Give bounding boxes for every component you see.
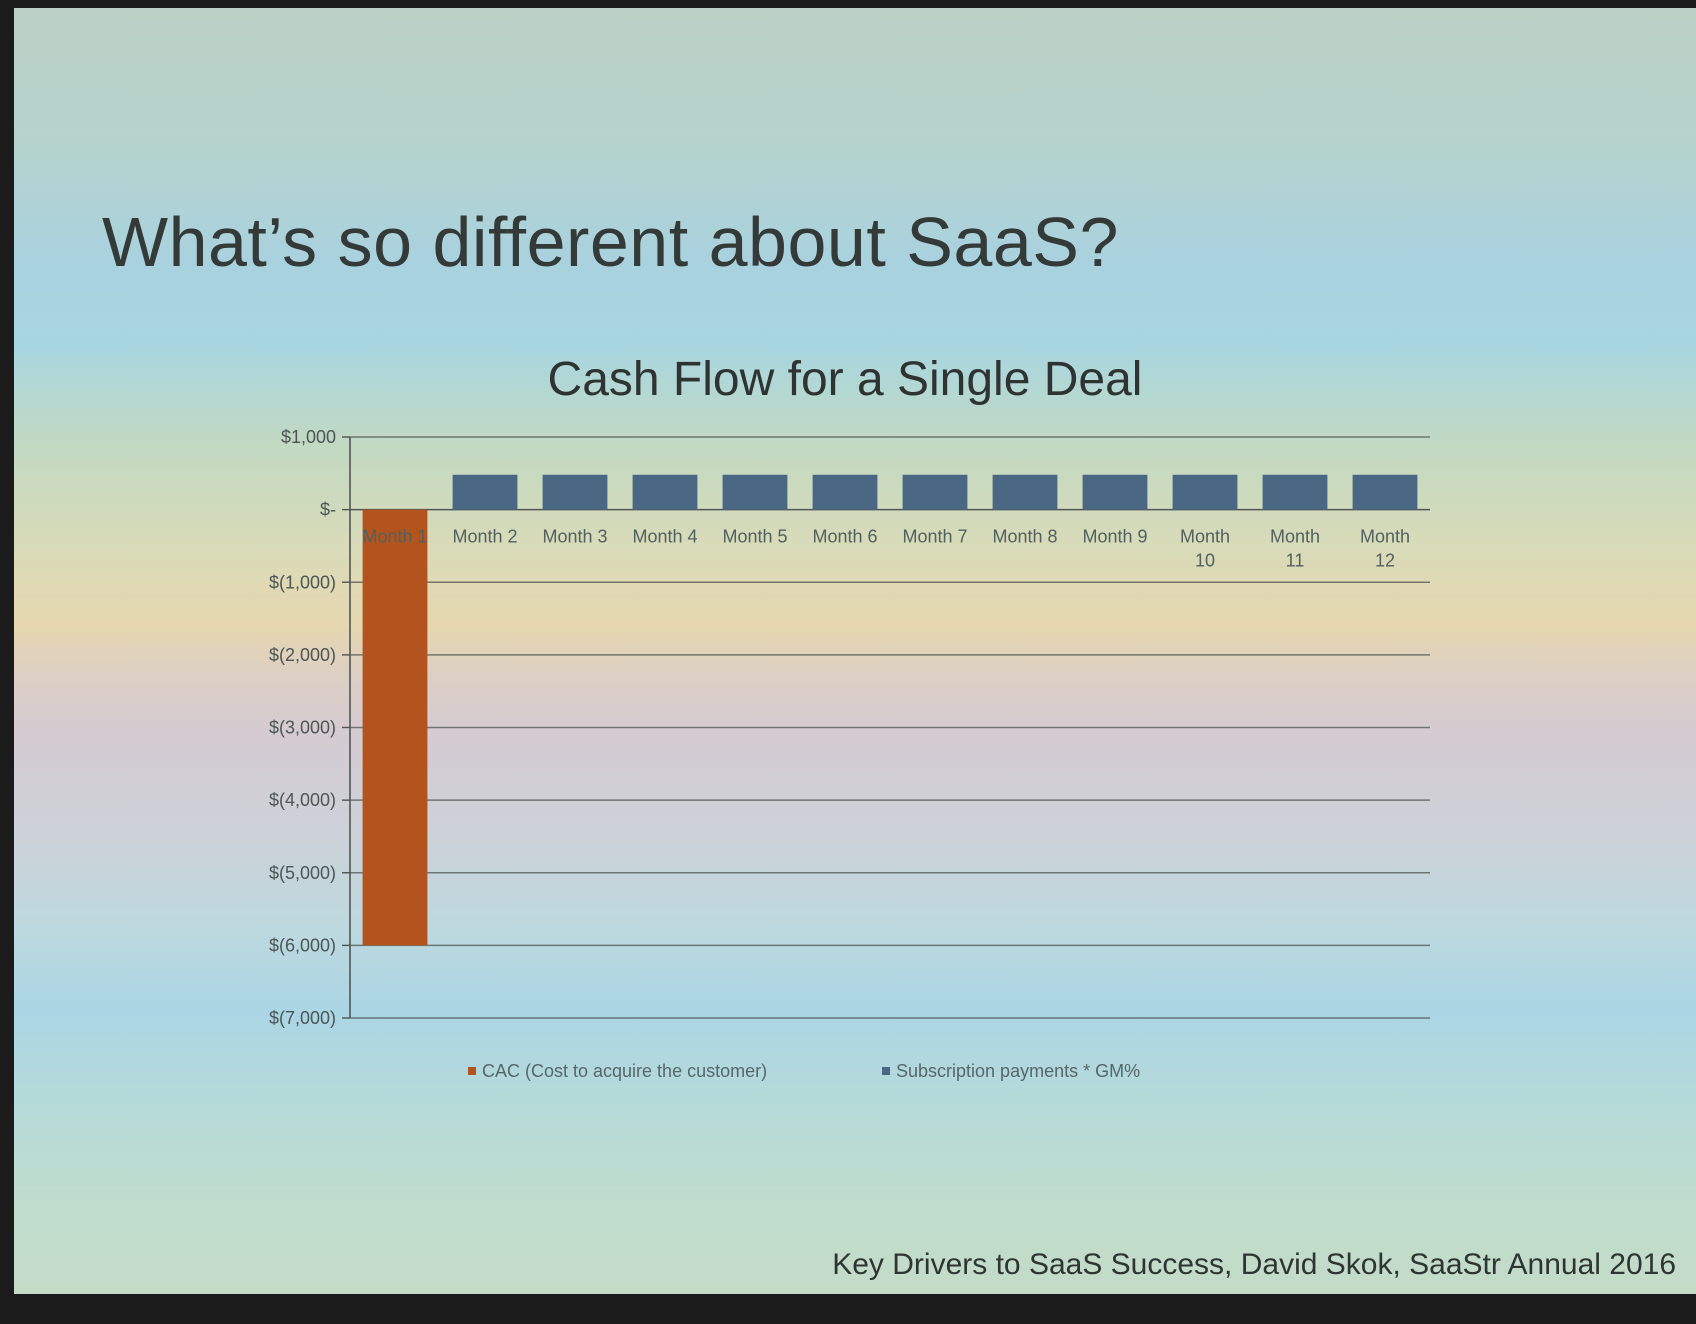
x-tick-label: Month 7 [902, 527, 967, 547]
subscription-bar-6 [812, 474, 878, 510]
x-tick-label: Month 3 [542, 527, 607, 547]
x-tick-label: Month 12 [1360, 527, 1410, 571]
x-tick-label: Month 5 [722, 527, 787, 547]
subscription-bar-9 [1082, 474, 1148, 510]
legend-subscription-swatch [882, 1067, 890, 1075]
y-tick-label: $(2,000) [269, 645, 336, 665]
y-tick-label: $(4,000) [269, 790, 336, 810]
y-tick-label: $- [320, 500, 336, 520]
x-tick-label: Month 11 [1270, 527, 1320, 571]
chart-title: Cash Flow for a Single Deal [548, 353, 1143, 406]
cac-bar-1 [362, 509, 428, 946]
y-tick-label: $(3,000) [269, 718, 336, 738]
legend-cac-swatch [468, 1067, 476, 1075]
subscription-bar-7 [902, 474, 968, 510]
subscription-bar-2 [452, 474, 518, 510]
slide-title: What’s so different about SaaS? [102, 203, 1119, 281]
x-tick-label: Month 8 [992, 527, 1057, 547]
y-tick-label: $(6,000) [269, 935, 336, 955]
subscription-bar-3 [542, 474, 608, 510]
y-tick-label: $(1,000) [269, 572, 336, 592]
x-tick-label: Month 2 [452, 527, 517, 547]
x-tick-label: Month 6 [812, 527, 877, 547]
subscription-bar-4 [632, 474, 698, 510]
y-tick-label: $(7,000) [269, 1008, 336, 1028]
legend-cac-label: CAC (Cost to acquire the customer) [482, 1061, 767, 1081]
y-tick-label: $(5,000) [269, 863, 336, 883]
subscription-bar-11 [1262, 474, 1328, 510]
legend-subscription-label: Subscription payments * GM% [896, 1061, 1140, 1081]
x-tick-label: Month 4 [632, 527, 697, 547]
subscription-bar-8 [992, 474, 1058, 510]
subscription-bar-5 [722, 474, 788, 510]
subscription-bar-12 [1352, 474, 1418, 510]
slide-footer: Key Drivers to SaaS Success, David Skok,… [832, 1248, 1676, 1281]
x-tick-label: Month 1 [362, 527, 427, 547]
subscription-bar-10 [1172, 474, 1238, 510]
slide-background [14, 8, 1696, 1294]
y-tick-label: $1,000 [281, 427, 336, 447]
x-tick-label: Month 10 [1180, 527, 1230, 571]
x-tick-label: Month 9 [1082, 527, 1147, 547]
